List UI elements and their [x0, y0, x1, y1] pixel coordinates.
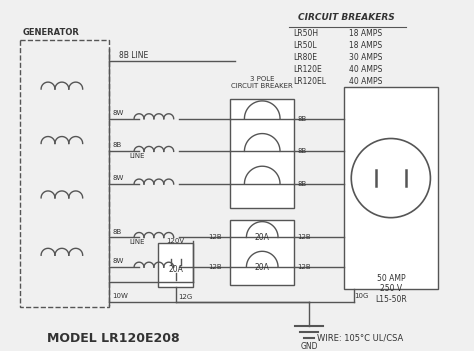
- Text: LR120EL: LR120EL: [293, 77, 327, 86]
- Text: 18 AMPS: 18 AMPS: [349, 29, 382, 38]
- Text: 10G: 10G: [354, 293, 368, 299]
- Text: 10W: 10W: [112, 293, 128, 299]
- Text: 8B: 8B: [112, 229, 122, 234]
- Text: 20A: 20A: [255, 233, 270, 242]
- Text: 12B: 12B: [297, 264, 311, 270]
- Text: 8W: 8W: [112, 175, 124, 181]
- Bar: [230, 220, 294, 285]
- Text: 20A: 20A: [168, 265, 183, 274]
- Text: 8B LINE: 8B LINE: [119, 51, 148, 60]
- Text: 40 AMPS: 40 AMPS: [349, 77, 382, 86]
- Text: LR80E: LR80E: [293, 53, 318, 62]
- Text: 50 AMP
250 V
L15-50R: 50 AMP 250 V L15-50R: [375, 274, 407, 304]
- Text: 12B: 12B: [297, 234, 311, 240]
- Text: 12B: 12B: [208, 264, 222, 270]
- Text: 8W: 8W: [112, 110, 124, 116]
- Text: LR50L: LR50L: [293, 41, 317, 50]
- Text: LR120E: LR120E: [293, 65, 322, 74]
- Text: 8W: 8W: [112, 258, 124, 264]
- Text: 8B: 8B: [297, 148, 307, 154]
- Bar: [158, 243, 193, 287]
- Text: GND: GND: [301, 342, 318, 351]
- Text: 120V: 120V: [166, 238, 185, 244]
- Text: 8B: 8B: [297, 116, 307, 122]
- Text: CIRCUIT BREAKERS: CIRCUIT BREAKERS: [299, 13, 395, 22]
- Text: WIRE: 105°C UL/CSA: WIRE: 105°C UL/CSA: [317, 334, 403, 343]
- Text: 40 AMPS: 40 AMPS: [349, 65, 382, 74]
- Text: LINE: LINE: [129, 153, 145, 159]
- Text: 3 POLE
CIRCUIT BREAKER: 3 POLE CIRCUIT BREAKER: [231, 76, 293, 89]
- Text: 12B: 12B: [208, 234, 222, 240]
- Bar: [344, 87, 438, 289]
- Bar: [230, 99, 294, 208]
- Text: LR50H: LR50H: [293, 29, 319, 38]
- Text: GENERATOR: GENERATOR: [22, 28, 79, 37]
- Text: LINE: LINE: [129, 239, 145, 245]
- Text: 20A: 20A: [255, 263, 270, 272]
- Text: MODEL LR120E208: MODEL LR120E208: [47, 332, 180, 345]
- Text: 30 AMPS: 30 AMPS: [349, 53, 382, 62]
- Text: 12G: 12G: [179, 294, 193, 300]
- Text: 18 AMPS: 18 AMPS: [349, 41, 382, 50]
- Text: 8B: 8B: [112, 143, 122, 148]
- Text: 8B: 8B: [297, 181, 307, 187]
